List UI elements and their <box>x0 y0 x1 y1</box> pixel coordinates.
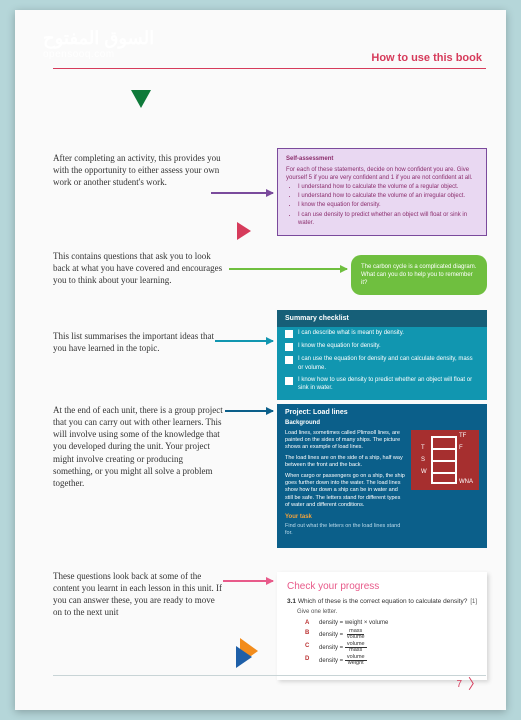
fraction-denominator: mass <box>347 647 364 653</box>
loadline-label: T <box>421 444 425 452</box>
option-d: D density = volumeweight <box>305 655 477 666</box>
checklist-row: I know the equation for density. <box>277 340 487 353</box>
arrow-to-self-assessment <box>211 192 273 194</box>
reflection-line: What can you do to help you to remember … <box>361 271 477 287</box>
check-progress-title: Check your progress <box>287 580 477 594</box>
loadline-diagram: TF F T S W WNA <box>411 430 479 490</box>
checklist-row: I can describe what is meant by density. <box>277 327 487 340</box>
option-letter: B <box>305 629 313 640</box>
option-a: A density = weight × volume <box>305 619 477 627</box>
project-task-line: Find out what the letters on the load li… <box>285 523 405 538</box>
checkbox-icon <box>285 330 293 338</box>
check-progress-description: These questions look back at some of the… <box>53 570 223 619</box>
checklist-row: I can use the equation for density and c… <box>277 353 487 373</box>
triangle-red-icon <box>237 222 251 240</box>
check-progress-question: 3.1 Which of these is the correct equati… <box>287 598 477 607</box>
checkbox-icon <box>285 343 293 351</box>
loadline-label: WNA <box>459 478 473 486</box>
self-assessment-box: Self-assessment For each of these statem… <box>277 148 487 236</box>
self-assessment-list: I understand how to calculate the volume… <box>298 183 478 226</box>
checklist-text: I know the equation for density. <box>298 342 479 350</box>
arrow-to-summary <box>215 340 273 342</box>
project-paragraph: When cargo or passengers go on a ship, t… <box>285 473 405 510</box>
reflection-box: The carbon cycle is a complicated diagra… <box>351 255 487 295</box>
list-item: I understand how to calculate the volume… <box>298 192 478 200</box>
reflection-description: This contains questions that ask you to … <box>53 250 223 286</box>
summary-checklist-box: Summary checklist I can describe what is… <box>277 310 487 400</box>
option-c: C density = volumemass <box>305 642 477 653</box>
arrow-to-reflection <box>229 268 347 270</box>
question-mark: [1] <box>470 598 477 606</box>
reflection-line: The carbon cycle is a complicated diagra… <box>361 263 477 271</box>
loadline-label: TF <box>459 432 466 440</box>
option-text: density = volumemass <box>319 642 367 653</box>
fraction-denominator: weight <box>346 660 366 666</box>
option-letter: A <box>305 619 313 627</box>
question-number: 3.1 <box>287 598 296 605</box>
project-task-label: Your task <box>285 513 405 521</box>
project-box: Project: Load lines Background Load line… <box>277 404 487 548</box>
page-number-value: 7 <box>456 679 462 690</box>
project-background-label: Background <box>277 419 487 429</box>
check-progress-box: Check your progress 3.1 Which of these i… <box>277 572 487 680</box>
self-assessment-title: Self-assessment <box>286 155 478 163</box>
project-description: At the end of each unit, there is a grou… <box>53 404 223 489</box>
page-number: 7 〉 <box>456 674 482 694</box>
project-paragraph: Load lines, sometimes called Plimsoll li… <box>285 430 405 452</box>
loadline-label: W <box>421 468 427 476</box>
project-title: Project: Load lines <box>277 404 487 419</box>
list-item: I can use density to predict whether an … <box>298 211 478 227</box>
triangle-green-icon <box>131 90 151 108</box>
checklist-text: I can use the equation for density and c… <box>298 355 479 371</box>
summary-title: Summary checklist <box>277 310 487 327</box>
fraction-denominator: volume <box>345 634 367 640</box>
checklist-text: I know how to use density to predict whe… <box>298 376 479 392</box>
footer-divider <box>53 675 486 676</box>
arrow-to-check-progress <box>223 580 273 582</box>
summary-description: This list summarises the important ideas… <box>53 330 223 354</box>
question-text: Which of these is the correct equation t… <box>298 598 467 605</box>
project-body: Load lines, sometimes called Plimsoll li… <box>277 430 487 538</box>
watermark-logo: السوق المفتوح opensooq.com <box>43 28 154 60</box>
page: السوق المفتوح opensooq.com How to use th… <box>15 10 506 710</box>
option-letter: D <box>305 655 313 666</box>
watermark-english: opensooq.com <box>43 49 154 60</box>
list-item: I know the equation for density. <box>298 201 478 209</box>
project-text: Load lines, sometimes called Plimsoll li… <box>285 430 405 538</box>
question-sub: Give one letter. <box>297 608 477 616</box>
checklist-row: I know how to use density to predict whe… <box>277 374 487 394</box>
page-title: How to use this book <box>371 52 482 64</box>
loadline-label: F <box>459 444 463 452</box>
project-paragraph: The load lines are on the side of a ship… <box>285 455 405 470</box>
option-b: B density = massvolume <box>305 629 477 640</box>
self-assessment-intro: For each of these statements, decide on … <box>286 166 478 182</box>
checklist-text: I can describe what is meant by density. <box>298 329 479 337</box>
header-divider <box>53 68 486 69</box>
option-letter: C <box>305 642 313 653</box>
option-text: density = massvolume <box>319 629 367 640</box>
option-text: density = weight × volume <box>319 619 388 627</box>
option-text: density = volumeweight <box>319 655 367 666</box>
self-assessment-description: After completing an activity, this provi… <box>53 152 223 188</box>
checkbox-icon <box>285 377 293 385</box>
arrow-to-project <box>225 410 273 412</box>
triangle-blue-icon <box>236 646 252 668</box>
watermark-arabic: السوق المفتوح <box>43 28 154 49</box>
chevron-right-icon: 〉 <box>468 674 482 694</box>
list-item: I understand how to calculate the volume… <box>298 183 478 191</box>
checkbox-icon <box>285 356 293 364</box>
loadline-label: S <box>421 456 425 464</box>
